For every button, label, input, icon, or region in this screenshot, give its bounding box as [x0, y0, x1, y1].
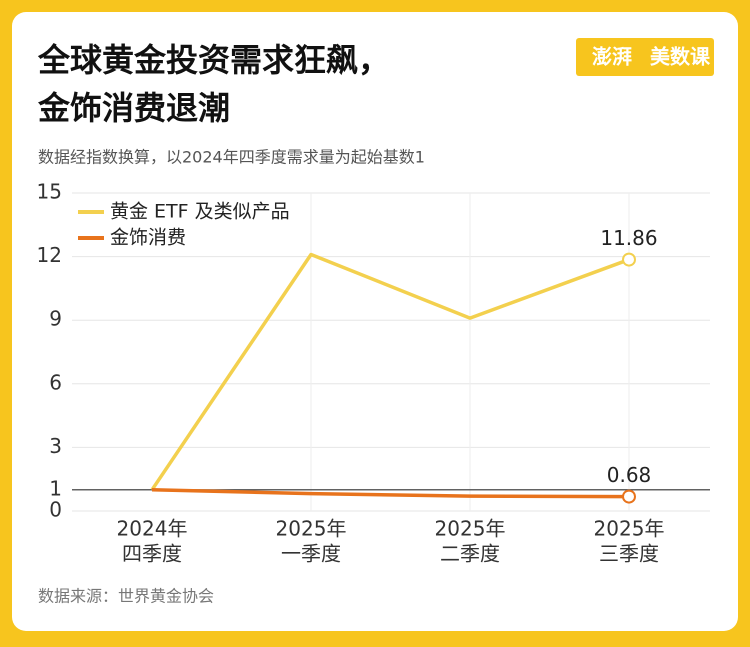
series-line: [151, 488, 630, 499]
title-line: 全球黄金投资需求狂飙，: [37, 41, 390, 79]
y-tick-label: 6: [49, 370, 62, 394]
x-tick-label: 2024年: [117, 517, 188, 541]
y-tick-label: 15: [37, 180, 62, 204]
data-label: 11.86: [600, 226, 657, 250]
y-tick-label: 0: [49, 498, 62, 522]
y-tick-label: 3: [49, 434, 62, 458]
data-label: 0.68: [607, 463, 652, 487]
end-marker: [622, 489, 636, 504]
panel: [12, 12, 738, 631]
logo-text: 澎湃: [592, 45, 632, 69]
x-tick-label: 四季度: [122, 542, 182, 566]
y-tick-label: 12: [37, 243, 62, 267]
x-tick-label: 2025年: [276, 517, 347, 541]
subtitle: 数据经指数换算，以2024年四季度需求量为起始基数1: [38, 148, 425, 167]
x-tick-label: 2025年: [594, 517, 665, 541]
legend-label: 黄金 ETF 及类似产品: [110, 201, 290, 223]
logo-text: 美数课: [650, 45, 711, 69]
y-tick-label: 1: [49, 476, 62, 500]
logo-box: [576, 38, 714, 76]
x-tick-label: 二季度: [440, 542, 500, 566]
source: 数据来源：世界黄金协会: [38, 587, 214, 606]
x-tick-label: 2025年: [435, 517, 506, 541]
series-line: [150, 252, 630, 491]
x-tick-label: 一季度: [281, 542, 341, 566]
end-marker: [622, 252, 636, 267]
title-line: 金饰消费退潮: [37, 89, 230, 127]
x-tick-label: 三季度: [599, 542, 659, 566]
y-tick-label: 9: [49, 307, 62, 331]
legend-label: 金饰消费: [110, 227, 186, 249]
